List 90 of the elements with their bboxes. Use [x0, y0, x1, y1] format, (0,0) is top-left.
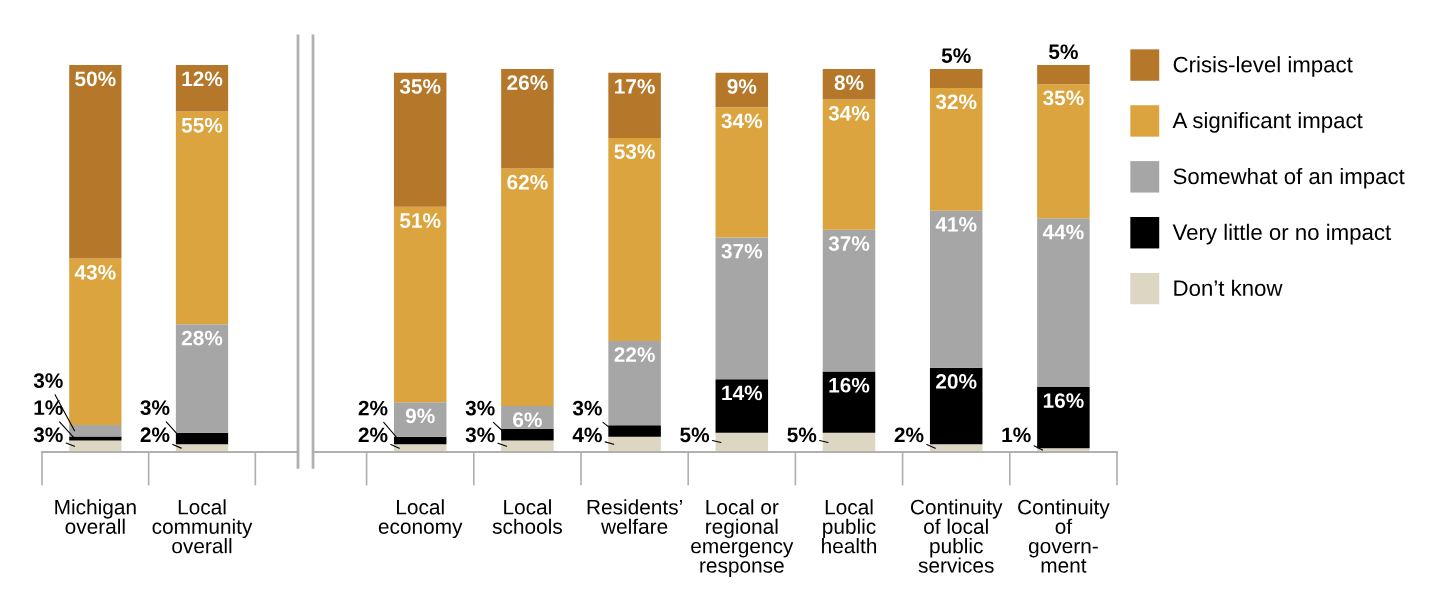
data-label: 3%	[33, 373, 63, 388]
data-label: 37%	[721, 243, 763, 259]
data-label: 3%	[572, 400, 602, 416]
x-tick-label: Continuity of local public services	[910, 499, 1003, 573]
data-label: 16%	[1043, 393, 1084, 408]
data-label: 34%	[721, 113, 763, 129]
x-tick-label: Local economy	[378, 499, 463, 539]
bar	[822, 229, 876, 372]
data-label: 2%	[358, 427, 388, 443]
legend-label: Somewhat of an impact	[1173, 167, 1405, 189]
data-label: 35%	[1043, 90, 1084, 106]
bar	[393, 206, 447, 403]
bar	[69, 440, 122, 452]
bar	[715, 432, 769, 452]
data-label: 3%	[33, 427, 63, 443]
x-tick-label: Local or regional emergency response	[691, 499, 794, 577]
bar	[715, 107, 769, 238]
data-label: 41%	[935, 217, 977, 232]
data-label: 4%	[572, 427, 602, 443]
data-label: 51%	[399, 213, 441, 228]
data-label: 2%	[140, 427, 170, 443]
data-label: 50%	[75, 71, 116, 87]
bar	[929, 367, 983, 445]
bar	[393, 72, 447, 207]
data-label: 2%	[894, 427, 924, 443]
data-label: 9%	[727, 79, 757, 94]
bar	[69, 65, 122, 259]
bar	[929, 210, 983, 368]
data-label: 3%	[465, 400, 495, 416]
bar	[929, 88, 983, 211]
bar	[822, 371, 876, 433]
bar	[608, 340, 661, 426]
x-tick-label: Michigan overall	[55, 499, 136, 534]
data-label: 2%	[358, 400, 388, 416]
x-tick-label: Local schools	[492, 499, 562, 534]
bar	[69, 258, 122, 425]
data-label: 17%	[615, 79, 655, 94]
data-label: 9%	[405, 408, 435, 424]
data-label: 1%	[34, 400, 63, 415]
bar	[1037, 65, 1090, 85]
data-label: 5%	[787, 427, 817, 443]
data-label: 8%	[834, 75, 864, 90]
x-tick-label: Residents’ welfare	[587, 499, 682, 534]
bar	[608, 72, 661, 138]
data-label: 5%	[680, 427, 710, 443]
bar	[175, 324, 229, 433]
x-tick-label: Continuity of govern- ment	[1018, 499, 1110, 573]
data-label: 35%	[399, 79, 441, 94]
data-label: 16%	[829, 377, 870, 393]
bar	[1037, 218, 1090, 387]
data-label: 5%	[1048, 44, 1078, 60]
bar	[1037, 84, 1090, 219]
data-label: 44%	[1042, 224, 1084, 240]
data-label: 55%	[181, 117, 223, 133]
data-label: 53%	[614, 144, 655, 159]
x-tick-label: Local public health	[822, 499, 877, 554]
data-label: 26%	[507, 75, 548, 90]
bar	[175, 65, 229, 112]
legend-label: Very little or no impact	[1172, 223, 1391, 245]
bar	[929, 68, 983, 89]
data-label: 22%	[614, 347, 655, 362]
data-label: 14%	[722, 385, 763, 401]
x-tick-label: Local community overall	[152, 499, 253, 554]
bar	[69, 424, 122, 437]
bar	[608, 137, 661, 341]
data-label: 62%	[507, 174, 548, 190]
data-label: 20%	[936, 374, 977, 389]
data-label: 5%	[941, 48, 971, 63]
bar	[608, 436, 661, 452]
bar	[715, 237, 769, 380]
bar	[501, 168, 554, 407]
legend-label: A significant impact	[1172, 112, 1363, 133]
data-label: 3%	[140, 400, 170, 416]
data-label: 1%	[1002, 427, 1031, 443]
bar	[822, 432, 876, 452]
data-label: 43%	[74, 264, 116, 280]
data-label: 37%	[828, 236, 870, 251]
data-label: 32%	[935, 94, 977, 110]
data-label: 3%	[465, 427, 495, 443]
legend-label: Crisis-level impact	[1173, 56, 1353, 77]
legend-label: Don’t know	[1174, 279, 1283, 296]
bar	[715, 379, 769, 433]
data-label: 34%	[828, 105, 870, 121]
data-label: 28%	[181, 330, 223, 346]
bar	[1037, 386, 1090, 449]
bar	[175, 111, 229, 325]
data-label: 6%	[513, 412, 542, 428]
data-label: 12%	[182, 71, 223, 87]
bar	[822, 99, 876, 230]
bar	[501, 68, 554, 169]
